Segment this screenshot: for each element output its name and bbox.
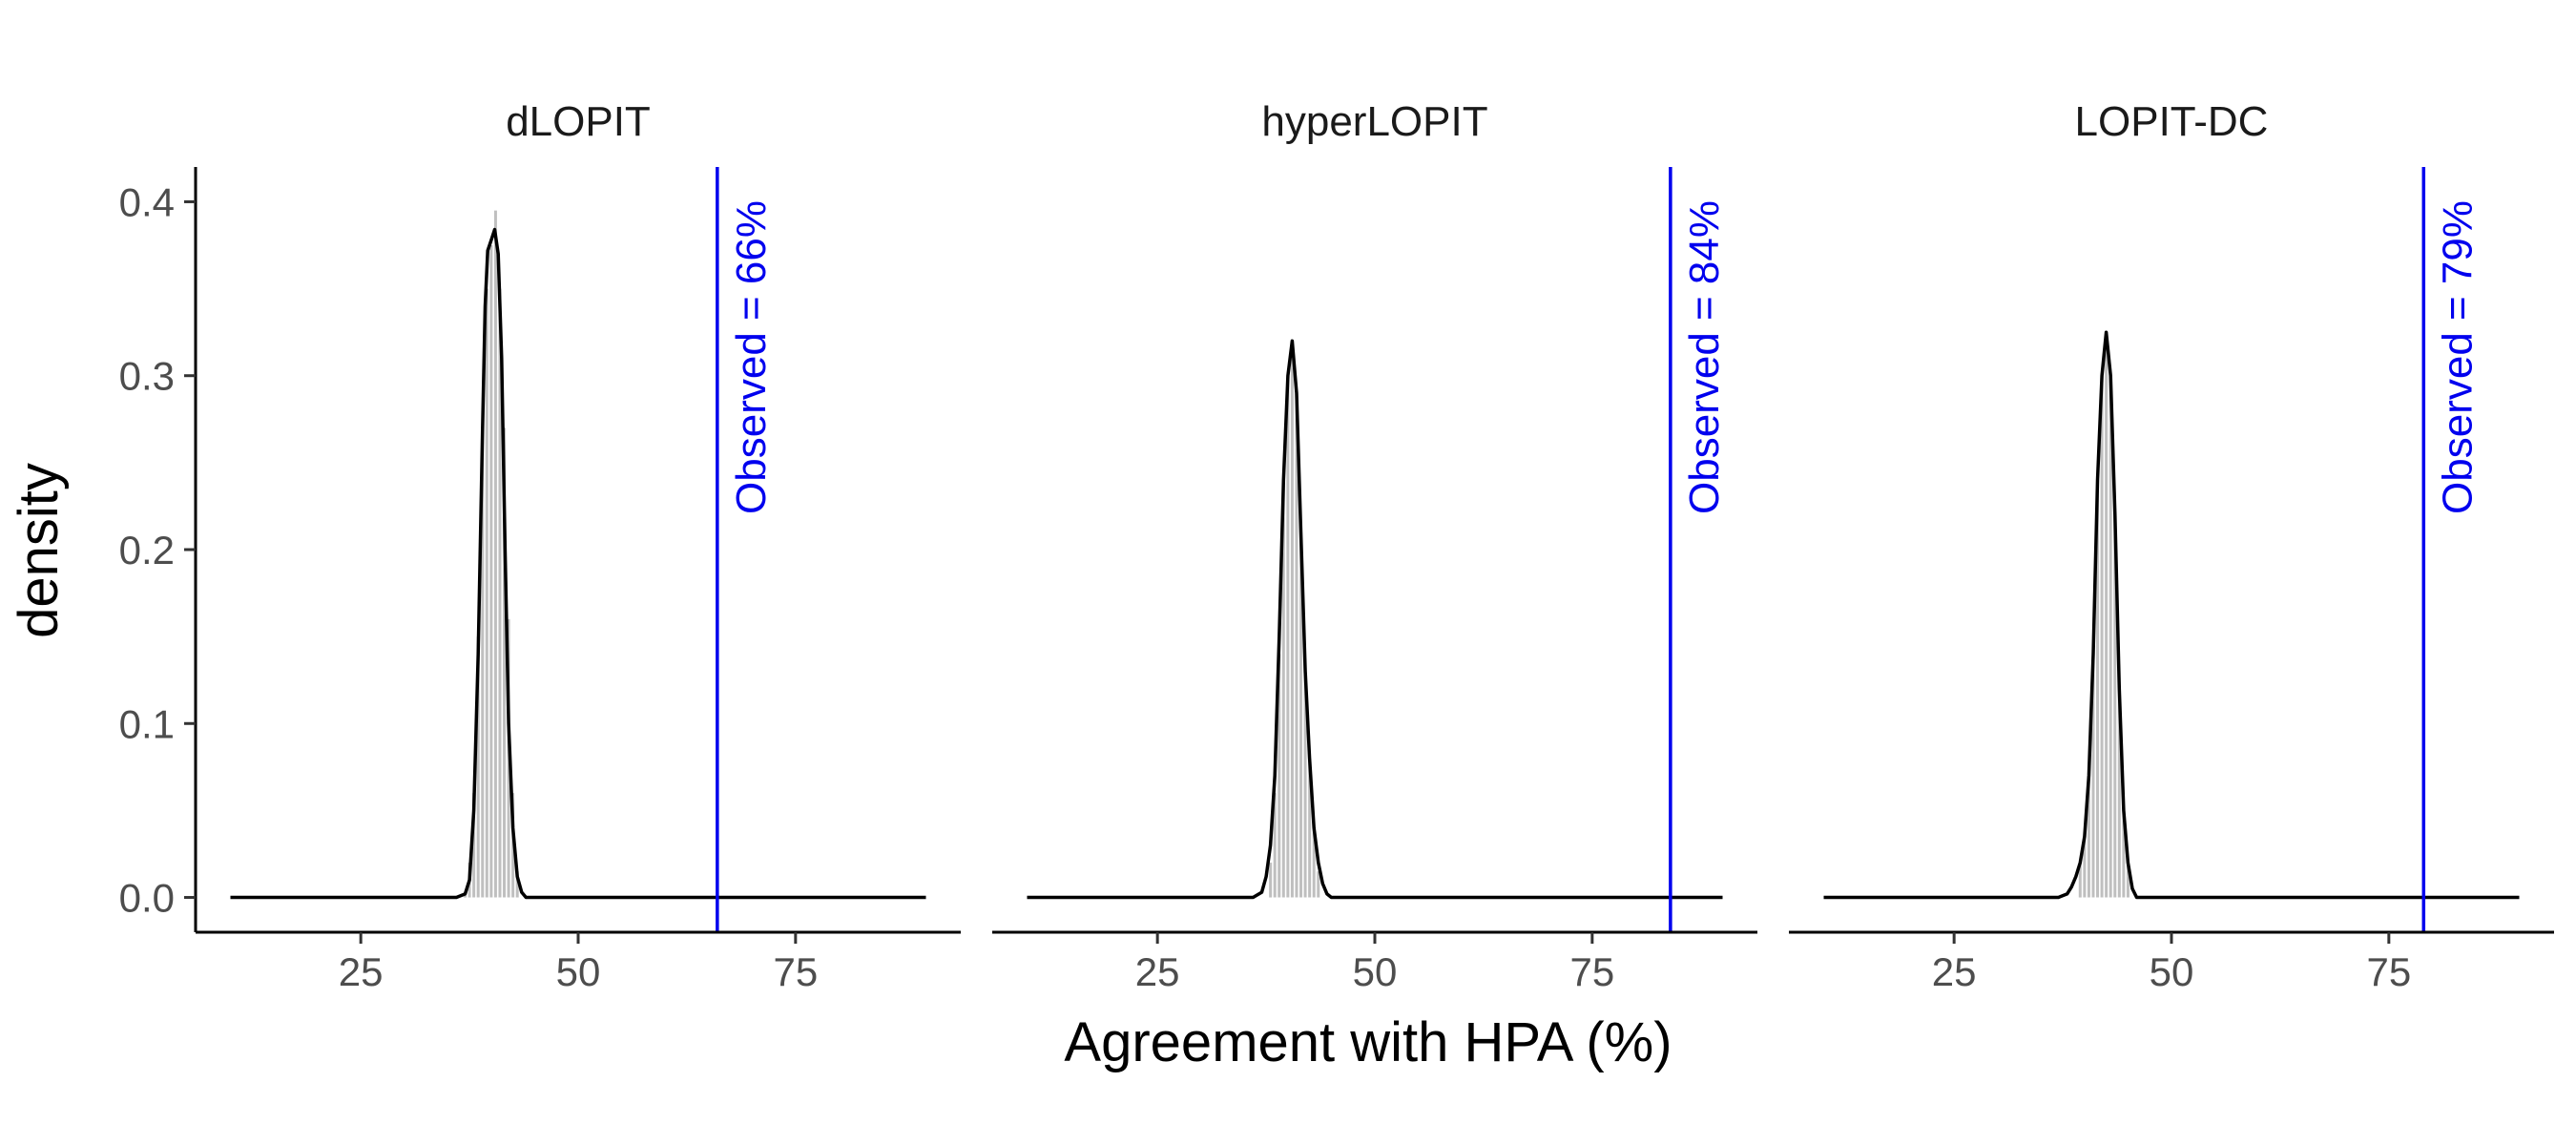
y-tick-label: 0.4 bbox=[119, 179, 175, 224]
panel-title: dLOPIT bbox=[506, 98, 651, 145]
density-curve bbox=[1027, 339, 1723, 900]
x-tick-label: 25 bbox=[339, 949, 384, 994]
y-axis: 0.0 0.1 0.2 0.3 0.4 bbox=[119, 167, 197, 932]
x-tick-label: 25 bbox=[1932, 949, 1977, 994]
x-axis-title: Agreement with HPA (%) bbox=[1064, 1011, 1672, 1073]
panel-title: hyperLOPIT bbox=[1261, 98, 1487, 145]
y-tick-label: 0.3 bbox=[119, 354, 175, 399]
x-tick-label: 50 bbox=[556, 949, 601, 994]
density-curve bbox=[1823, 330, 2520, 900]
y-axis-title: density bbox=[8, 463, 70, 638]
observed-label: Observed = 66% bbox=[728, 200, 775, 514]
x-tick-label: 50 bbox=[1353, 949, 1398, 994]
y-tick-label: 0.0 bbox=[119, 876, 175, 921]
x-tick-label: 75 bbox=[1569, 949, 1614, 994]
y-tick-label: 0.1 bbox=[119, 701, 175, 746]
panel-hyperlopit: hyperLOPIT Observed = 84% 25 50 75 bbox=[992, 98, 1757, 994]
x-tick-label: 75 bbox=[2366, 949, 2411, 994]
x-tick-label: 75 bbox=[773, 949, 818, 994]
panels: dLOPIT Observed = 66% 25 50 75 hyperLOPIT Obse… bbox=[196, 98, 2554, 994]
panel-dlopit: dLOPIT Observed = 66% 25 50 75 bbox=[196, 98, 961, 994]
observed-label: Observed = 79% bbox=[2434, 200, 2481, 514]
panel-lopit-dc: LOPIT-DC Observed = 79% 25 50 75 bbox=[1789, 98, 2554, 994]
y-tick-label: 0.2 bbox=[119, 528, 175, 572]
x-tick-label: 50 bbox=[2150, 949, 2194, 994]
density-curve bbox=[230, 227, 926, 900]
panel-title: LOPIT-DC bbox=[2075, 98, 2269, 145]
observed-label: Observed = 84% bbox=[1681, 200, 1728, 514]
x-tick-label: 25 bbox=[1135, 949, 1180, 994]
